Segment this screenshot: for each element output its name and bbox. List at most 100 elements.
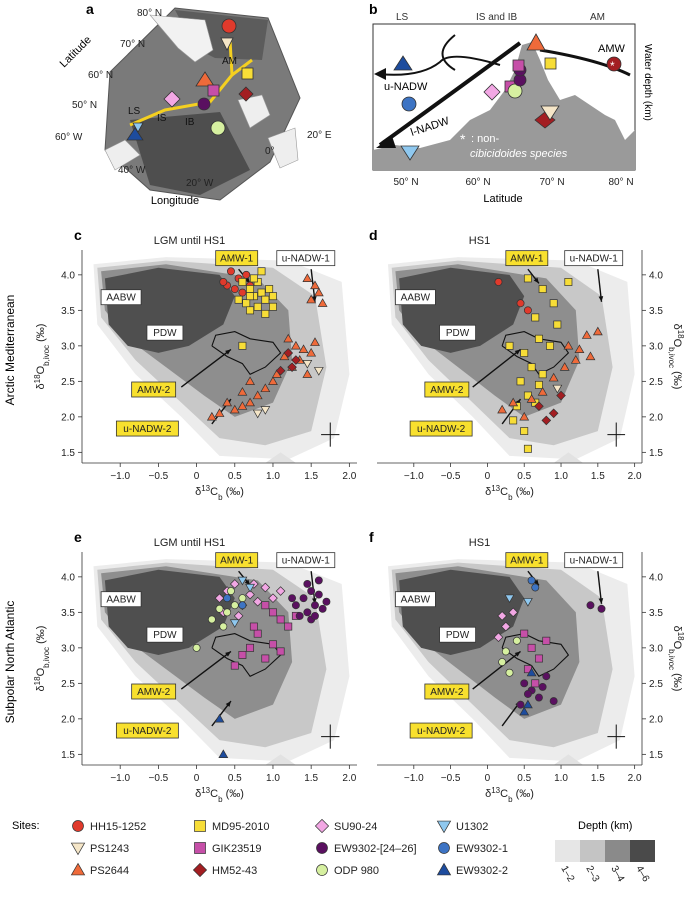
y-tick-label: 2.0 [61,412,75,423]
data-point-su90-24 [275,586,286,596]
data-point-ew9302-24-26 [318,604,327,613]
legend-marker-hh15-1252 [72,820,84,832]
data-point-odp980 [207,615,216,624]
data-point-ps2644 [245,397,255,407]
panel-letter-e: e [74,529,82,545]
depth-zone-4-6 [104,569,235,655]
data-point-ew9302-24-26 [523,690,532,698]
aabw-label: AABW [106,595,136,606]
aabw-box [100,289,142,306]
data-point-md95-2010 [549,299,558,308]
data-point-gik23519 [238,650,247,659]
amw2-label: AMW-2 [430,687,464,698]
legend-marker-hm52-43 [192,862,208,878]
legend-label-gik23519: GIK23519 [212,843,262,855]
data-point-u1302 [245,583,255,593]
data-point-ps2644 [548,372,559,382]
data-point-md95-2010 [257,267,266,276]
data-point-ew9302-24-26 [288,594,297,603]
data-point-ps2644 [570,355,581,364]
x-axis-label: δ13Cb (‰) [485,786,534,804]
data-point-u1302 [504,594,515,604]
data-point-md95-2010 [269,292,277,301]
pdw-box [146,626,184,643]
data-point-odp980 [512,636,521,645]
data-point-md95-2010 [553,320,562,329]
depth-zone-bottom [553,452,584,463]
y-tick-label: 1.5 [61,750,75,761]
data-point-ew9302-24-26 [542,672,551,681]
data-point-ps2644 [574,344,585,353]
legend-marker-ew9302-24-26 [316,842,328,854]
data-point-ps2644 [222,397,233,407]
data-point-su90-24 [245,589,255,600]
x-tick-label: 2.0 [628,471,642,482]
legend-label-ps1243: PS1243 [90,843,129,855]
data-point-ps2644 [245,376,255,385]
x-tick-label: 1.0 [554,773,568,784]
data-point-odp980 [230,601,239,610]
data-point-hh15-1252 [238,288,247,297]
x-tick-label: −1.0 [110,773,130,784]
data-point-hm52-43 [548,408,559,419]
aabw-label: AABW [401,293,431,304]
data-point-ew9302-24-26 [303,580,312,588]
data-point-md95-2010 [516,377,525,386]
data-point-ps2644 [237,386,248,396]
data-point-ps1243 [313,367,324,376]
data-point-odp980 [505,668,514,677]
legend-marker-md95-2010 [194,820,206,832]
data-point-ps2644 [306,347,317,357]
data-point-ps2644 [310,280,320,290]
x-tick-label: −0.5 [441,773,461,784]
data-point-ps2644 [519,411,530,421]
data-point-hh15-1252 [516,299,525,308]
lat-tick-50: 50° N [72,100,97,111]
amw1-box [215,552,259,569]
data-point-su90-24 [268,593,278,603]
data-point-u1302 [522,598,533,607]
data-point-ps2644 [252,390,263,400]
lon-tick-20e: 20° E [307,130,332,141]
data-point-hm52-43 [534,401,544,412]
unadw1-label: u-NADW-1 [282,254,331,265]
unadw2-box [409,722,473,739]
data-point-ps1243 [302,360,313,369]
legend-marker-gik23519 [194,842,206,854]
data-point-odp980 [501,647,510,656]
legend-marker-ps1243 [70,842,86,856]
data-point-gik23519 [269,608,277,617]
data-point-ps1243 [260,406,271,415]
amw2-box [131,381,177,398]
y-tick-label: 2.5 [649,377,663,388]
panel-letter-c: c [74,227,82,243]
unadw1-box [276,552,336,569]
aabw-box [100,591,142,608]
x-tick-label: 0 [485,773,491,784]
y-tick-label: 1.5 [61,448,75,459]
data-point-md95-2010 [253,302,262,311]
y-tick-label: 2.0 [61,714,75,725]
data-point-su90-24 [508,607,518,618]
panel-title: HS1 [469,537,490,549]
data-point-ps2644 [317,298,328,307]
data-point-su90-24 [493,632,504,643]
y-tick-label: 4.0 [649,572,663,583]
data-point-ps2644 [214,408,225,417]
legend: Sites: HH15-1252 PS1243 PS2644 MD95-2010 GIK… [12,818,655,884]
data-point-ew9302-24-26 [520,679,529,688]
data-point-md95-2010 [523,274,532,283]
data-point-u1302 [237,576,248,586]
data-point-ew9302-24-26 [322,597,331,606]
amw2-label: AMW-2 [137,687,171,698]
section-amw: AMW [598,43,626,55]
data-point-gik23519 [269,640,277,649]
unadw1-box [564,552,624,569]
amw1-label: AMW-1 [510,556,544,567]
data-point-ps2644 [306,294,317,304]
row-label-bottom: Subpolar North Atlantic [3,601,17,724]
data-point-md95-2010 [527,363,536,372]
amw2-arrow-head [225,349,231,355]
data-point-md95-2010 [242,299,251,308]
section-top-is-ib: IS and IB [476,12,517,23]
